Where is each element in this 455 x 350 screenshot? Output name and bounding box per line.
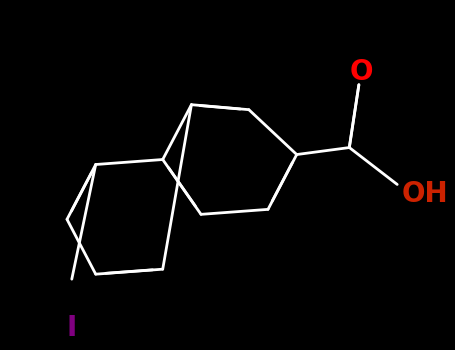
Text: O: O <box>350 58 374 86</box>
Text: I: I <box>67 314 77 342</box>
Text: OH: OH <box>402 180 449 208</box>
